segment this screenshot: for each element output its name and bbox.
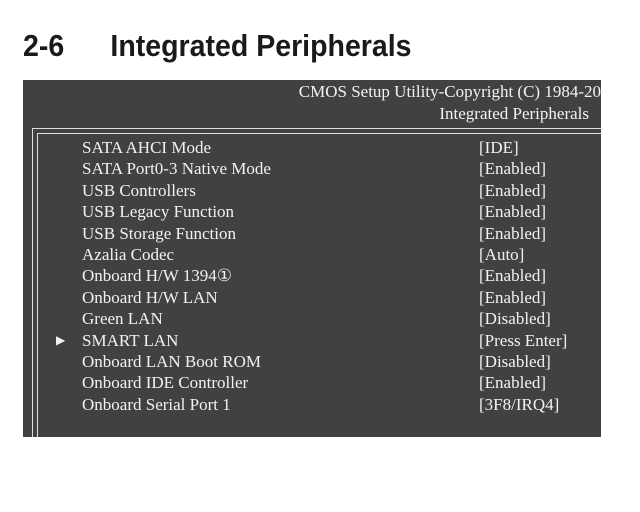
bios-copyright: CMOS Setup Utility-Copyright (C) 1984-20 bbox=[298, 82, 601, 101]
setting-label: Onboard Serial Port 1 bbox=[82, 394, 231, 414]
settings-list: SATA AHCI Mode [IDE] SATA Port0-3 Native M… bbox=[23, 137, 601, 415]
setting-row[interactable]: Azalia Codec [Auto] bbox=[23, 244, 601, 265]
setting-row[interactable]: Onboard Serial Port 1 [3F8/IRQ4] bbox=[23, 394, 601, 415]
setting-row[interactable]: USB Storage Function [Enabled] bbox=[23, 223, 601, 244]
bios-screen: CMOS Setup Utility-Copyright (C) 1984-20… bbox=[23, 80, 601, 437]
frame-inner bbox=[37, 133, 601, 437]
setting-row[interactable]: USB Controllers [Enabled] bbox=[23, 180, 601, 201]
setting-row[interactable]: USB Legacy Function [Enabled] bbox=[23, 201, 601, 222]
frame-outer bbox=[32, 128, 601, 437]
setting-value[interactable]: [Disabled] bbox=[479, 309, 551, 329]
setting-label: USB Legacy Function bbox=[82, 202, 235, 222]
setting-label: USB Controllers bbox=[82, 180, 196, 200]
setting-value[interactable]: [Auto] bbox=[479, 244, 525, 264]
setting-row[interactable]: Onboard LAN Boot ROM [Disabled] bbox=[23, 351, 601, 372]
bios-page-title: Integrated Peripherals bbox=[439, 104, 589, 123]
setting-value[interactable]: [Disabled] bbox=[479, 351, 551, 371]
setting-value[interactable]: [Enabled] bbox=[479, 266, 547, 286]
setting-row[interactable]: SATA Port0-3 Native Mode [Enabled] bbox=[23, 158, 601, 179]
setting-row[interactable]: Green LAN [Disabled] bbox=[23, 308, 601, 329]
section-number: 2-6 bbox=[23, 28, 65, 63]
setting-value[interactable]: [3F8/IRQ4] bbox=[479, 394, 560, 414]
setting-row[interactable]: SATA AHCI Mode [IDE] bbox=[23, 137, 601, 158]
setting-value[interactable]: [Enabled] bbox=[479, 180, 547, 200]
setting-label: SATA AHCI Mode bbox=[82, 138, 211, 157]
setting-value[interactable]: [Enabled] bbox=[479, 202, 547, 222]
setting-value[interactable]: [Press Enter] bbox=[479, 330, 568, 350]
setting-label: Azalia Codec bbox=[82, 244, 175, 264]
setting-value[interactable]: [Enabled] bbox=[479, 373, 547, 393]
setting-label: Onboard LAN Boot ROM bbox=[82, 351, 261, 371]
setting-value[interactable]: [Enabled] bbox=[479, 223, 547, 243]
setting-row[interactable]: Onboard IDE Controller [Enabled] bbox=[23, 372, 601, 393]
setting-label: Onboard IDE Controller bbox=[82, 373, 249, 393]
setting-label: SMART LAN bbox=[82, 330, 179, 350]
setting-row[interactable]: Onboard H/W LAN [Enabled] bbox=[23, 287, 601, 308]
setting-label: Green LAN bbox=[82, 309, 163, 329]
setting-label: Onboard H/W 1394① bbox=[82, 266, 232, 286]
section-title: Integrated Peripherals bbox=[110, 28, 412, 63]
setting-value[interactable]: [Enabled] bbox=[479, 287, 547, 307]
setting-row[interactable]: Onboard H/W 1394① [Enabled] bbox=[23, 265, 601, 286]
setting-row[interactable]: ▶ SMART LAN [Press Enter] bbox=[23, 330, 601, 351]
setting-label: Onboard H/W LAN bbox=[82, 287, 218, 307]
setting-label: SATA Port0-3 Native Mode bbox=[82, 159, 271, 179]
setting-value[interactable]: [IDE] bbox=[479, 138, 519, 157]
setting-value[interactable]: [Enabled] bbox=[479, 159, 547, 179]
submenu-arrow-icon: ▶ bbox=[56, 332, 66, 347]
setting-label: USB Storage Function bbox=[82, 223, 236, 243]
